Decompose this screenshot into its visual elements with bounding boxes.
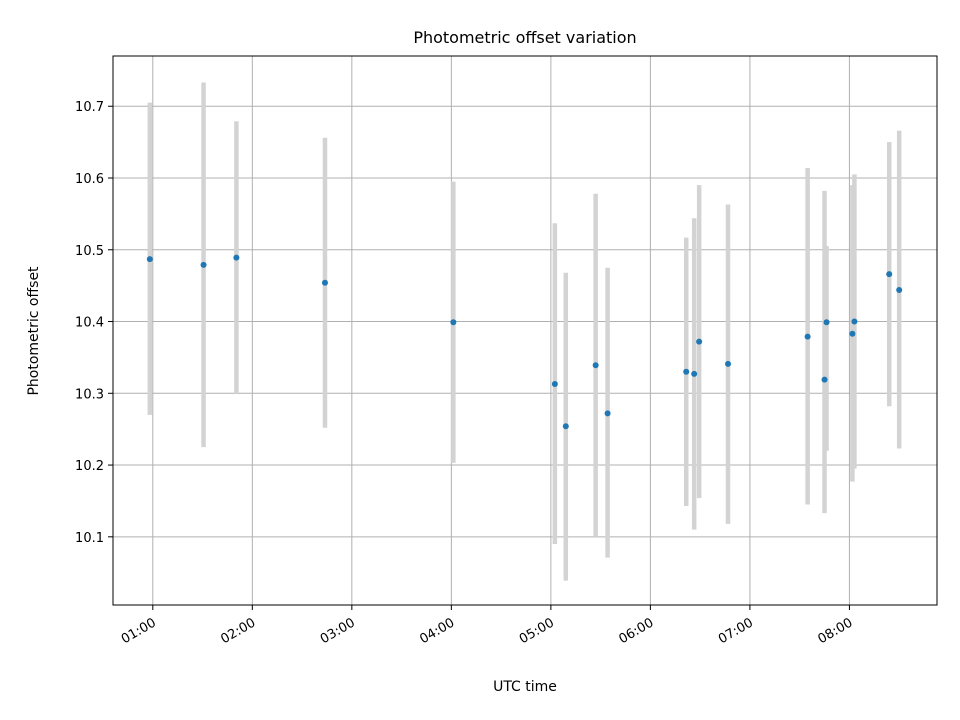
data-point xyxy=(146,256,153,263)
y-tick-label: 10.2 xyxy=(75,459,104,474)
data-point xyxy=(849,330,856,337)
data-point xyxy=(886,271,893,278)
y-tick-label: 10.4 xyxy=(75,316,104,331)
y-axis: 10.1 10.2 10.3 10.4 10.5 10.6 10.7 xyxy=(75,100,113,546)
data-point xyxy=(696,338,703,345)
data-point xyxy=(823,319,830,326)
data-point xyxy=(896,286,903,293)
chart-title: Photometric offset variation xyxy=(413,28,636,47)
y-tick-label: 10.1 xyxy=(75,531,104,546)
data-point xyxy=(200,261,207,268)
x-axis-label: UTC time xyxy=(493,679,557,695)
data-point xyxy=(725,360,732,367)
data-point xyxy=(683,368,690,375)
data-point xyxy=(851,318,858,325)
y-axis-label: Photometric offset xyxy=(26,266,42,396)
y-tick-label: 10.7 xyxy=(75,100,104,115)
y-tick-label: 10.5 xyxy=(75,244,104,259)
y-tick-label: 10.6 xyxy=(75,172,104,187)
grid xyxy=(113,56,937,605)
data-point xyxy=(804,333,811,340)
y-tick-label: 10.3 xyxy=(75,387,104,402)
data-point xyxy=(562,423,569,430)
data-point xyxy=(450,319,457,326)
data-point xyxy=(233,254,240,261)
data-point xyxy=(321,279,328,286)
data-point xyxy=(604,410,611,417)
data-point xyxy=(551,380,558,387)
plot-area-frame xyxy=(112,55,938,606)
data-point xyxy=(821,376,828,383)
data-point xyxy=(691,370,698,377)
data-points xyxy=(146,254,903,430)
data-point xyxy=(592,362,599,369)
